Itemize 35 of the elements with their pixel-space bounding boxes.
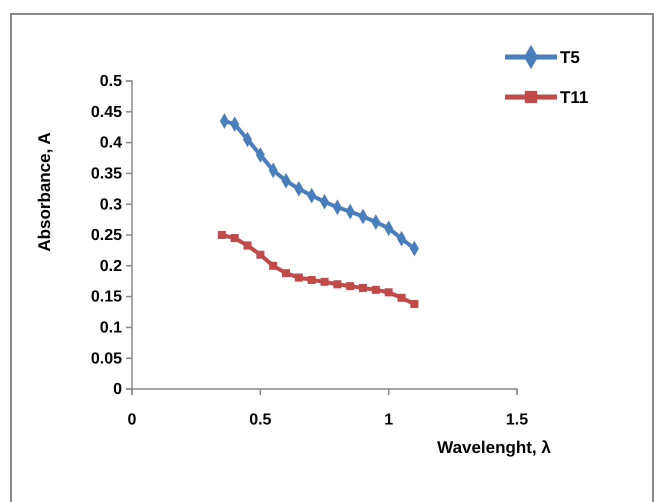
point [308,276,316,284]
y-tick-label: 0.2 [100,258,122,275]
point [398,294,406,302]
point [384,288,393,296]
x-tick-label: 0.5 [249,411,272,428]
point [218,231,226,239]
y-tick-label: 0.35 [90,166,122,183]
point [320,278,328,286]
y-axis-title: Absorbance, A [35,132,54,252]
point [294,274,303,282]
point [372,286,380,294]
point [410,300,418,308]
y-tick-label: 0.15 [90,288,122,306]
point [282,269,290,278]
point [230,234,239,242]
point [333,280,342,288]
y-tick-label: 0.05 [90,350,122,368]
y-tick-label: 0.3 [100,196,122,214]
point [269,262,278,270]
legend-label: T11 [560,88,588,107]
y-tick-label: 0.4 [100,134,122,152]
x-axis-title: Wavelenght, λ [437,438,552,457]
x-tick-label: 1 [384,411,394,428]
point [256,250,264,259]
y-tick-label: 0.1 [100,320,122,337]
y-tick-label: 0.5 [100,73,122,90]
point [244,241,252,250]
y-tick-label: 0.45 [90,104,122,121]
y-tick-label: 0.25 [90,227,122,244]
point [346,282,354,290]
point [359,284,367,292]
x-tick-label: 0 [128,411,137,428]
y-tick-label: 0 [113,381,122,398]
legend-label: T5 [560,48,580,67]
x-tick-label: 1.5 [506,411,528,428]
